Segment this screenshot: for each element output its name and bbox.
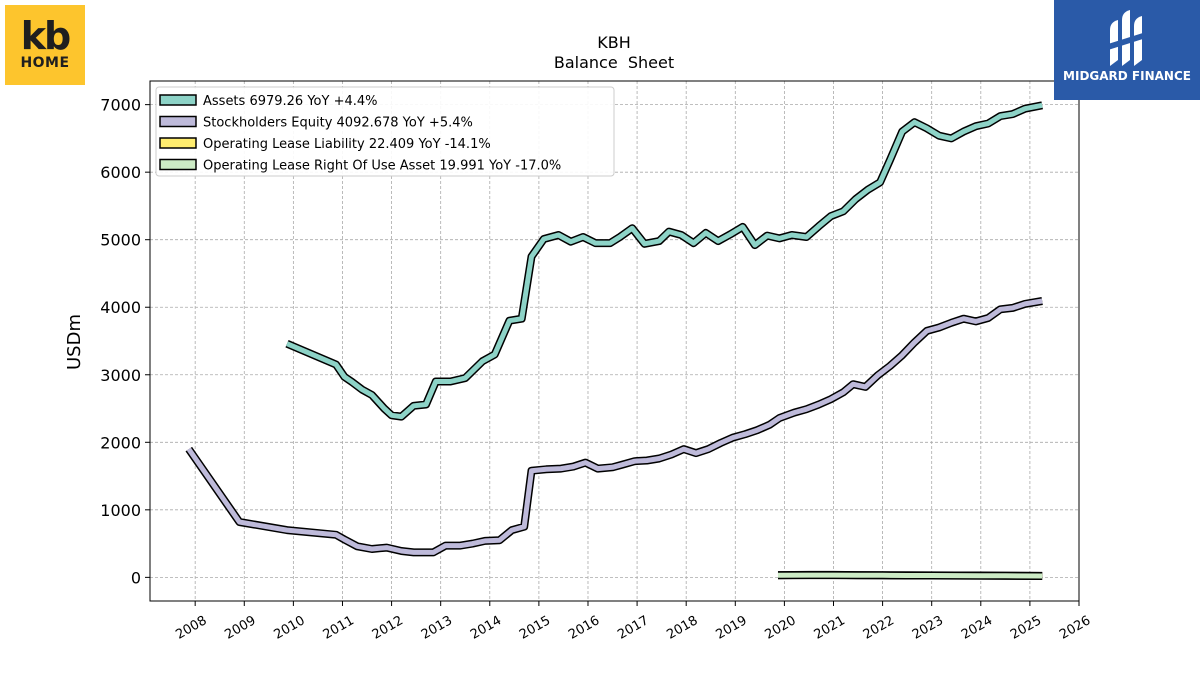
y-tick-label: 6000 bbox=[100, 163, 141, 182]
legend-swatch bbox=[159, 115, 197, 128]
x-tick-label: 2023 bbox=[910, 613, 946, 643]
x-tick-label: 2024 bbox=[959, 613, 995, 643]
x-tick-label: 2020 bbox=[763, 613, 799, 643]
kb-home-logo-mark: kb bbox=[20, 14, 71, 58]
midgard-finance-logo: MIDGARD FINANCE bbox=[1054, 0, 1200, 100]
series-layer bbox=[185, 101, 1043, 580]
x-tick-label: 2013 bbox=[419, 613, 455, 643]
x-tick-label: 2017 bbox=[615, 613, 651, 643]
x-tick-label: 2026 bbox=[1057, 613, 1093, 643]
legend-label: Operating Lease Liability 22.409 YoY -14… bbox=[203, 137, 491, 152]
midgard-emblem-icon bbox=[1108, 10, 1146, 66]
x-axis-ticks: 2008 2009 2010 2011 2012 2013 2014 2015 2016 2017… bbox=[173, 601, 1093, 643]
y-tick-label: 3000 bbox=[100, 366, 141, 385]
x-tick-label: 2008 bbox=[173, 613, 209, 643]
chart-title: KBH bbox=[597, 33, 631, 52]
x-tick-label: 2009 bbox=[222, 613, 258, 643]
x-tick-label: 2015 bbox=[517, 613, 553, 643]
x-tick-label: 2010 bbox=[272, 613, 308, 643]
assets-line bbox=[286, 102, 1043, 420]
x-tick-label: 2022 bbox=[861, 613, 897, 643]
x-tick-label: 2014 bbox=[468, 613, 504, 643]
legend-box bbox=[155, 86, 615, 177]
legend-swatch bbox=[159, 137, 197, 149]
x-tick-label: 2018 bbox=[664, 613, 700, 643]
kb-home-logo-word: HOME bbox=[20, 55, 70, 71]
y-tick-label: 2000 bbox=[100, 433, 141, 452]
kb-home-logo: kb HOME bbox=[5, 5, 85, 85]
chart-subtitle: Balance Sheet bbox=[554, 53, 674, 72]
y-tick-label: 7000 bbox=[100, 96, 141, 115]
legend-swatch bbox=[159, 94, 197, 106]
midgard-finance-logo-text: MIDGARD FINANCE bbox=[1063, 69, 1191, 83]
y-tick-label: 1000 bbox=[100, 501, 141, 520]
y-axis-label: USDm bbox=[64, 314, 85, 370]
legend-label: Operating Lease Right Of Use Asset 19.99… bbox=[203, 159, 561, 174]
operating-lease-right-of-use-asset-line bbox=[777, 572, 1043, 579]
x-tick-label: 2016 bbox=[566, 613, 602, 643]
legend-swatch bbox=[159, 158, 197, 171]
x-tick-label: 2012 bbox=[370, 613, 406, 643]
stockholders-equity-line-outline bbox=[185, 297, 1043, 557]
x-tick-label: 2011 bbox=[321, 613, 357, 643]
y-tick-label: 4000 bbox=[100, 298, 141, 317]
y-tick-label: 0 bbox=[131, 568, 141, 587]
legend-label: Assets 6979.26 YoY +4.4% bbox=[203, 94, 378, 109]
x-tick-label: 2021 bbox=[812, 613, 848, 643]
legend: Assets 6979.26 YoY +4.4% Stockholders Equ… bbox=[155, 86, 615, 177]
x-tick-label: 2025 bbox=[1008, 613, 1044, 643]
x-tick-label: 2019 bbox=[713, 613, 749, 643]
plot-frame bbox=[149, 80, 1080, 602]
y-axis-ticks: 0 1000 2000 3000 4000 5000 6000 7000 bbox=[100, 96, 150, 587]
legend-label: Stockholders Equity 4092.678 YoY +5.4% bbox=[203, 116, 473, 131]
stockholders-equity-line bbox=[186, 298, 1043, 555]
y-tick-label: 5000 bbox=[100, 231, 141, 250]
